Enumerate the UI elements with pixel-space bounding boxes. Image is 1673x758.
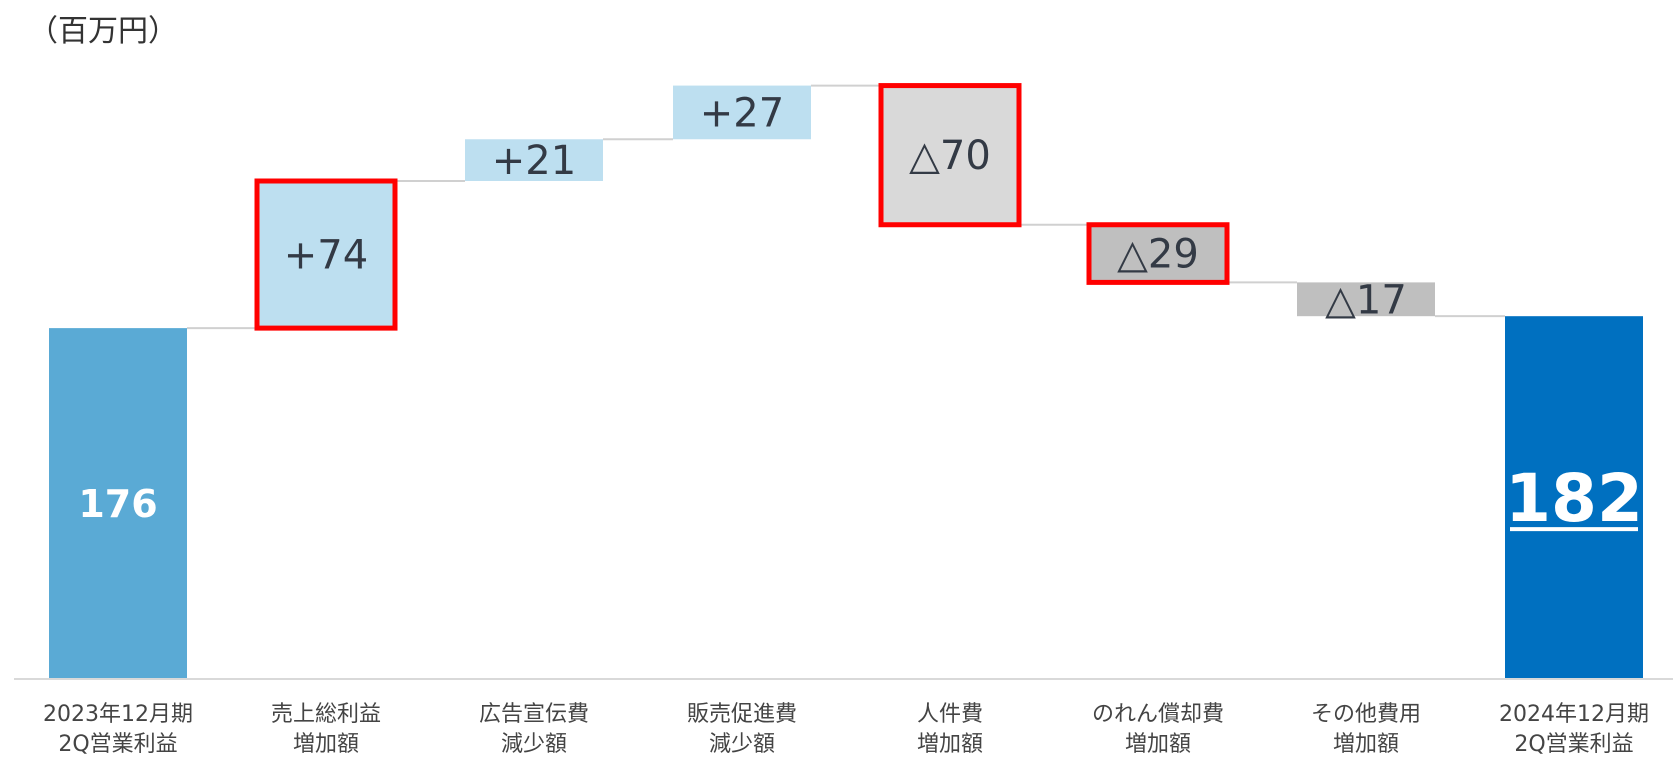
highlight-border [254, 178, 398, 331]
value-label: △70 [909, 133, 991, 179]
unit-label: （百万円） [28, 14, 178, 49]
category-label: 減少額 [501, 732, 567, 757]
category-label: 2024年12月期 [1499, 702, 1649, 727]
highlight-border [1086, 222, 1230, 285]
category-label: その他費用 [1311, 702, 1421, 727]
bar [881, 85, 1019, 225]
connector-lines [187, 84, 1505, 330]
category-label: 増加額 [917, 732, 983, 757]
category-label: 2023年12月期 [43, 702, 193, 727]
value-label: +27 [700, 90, 784, 136]
bar [49, 328, 187, 678]
bar [1505, 316, 1643, 678]
value-label: +21 [492, 138, 576, 184]
category-label: 増加額 [1333, 732, 1399, 757]
category-label: 人件費 [917, 702, 983, 727]
bar [1089, 224, 1227, 283]
value-label: △29 [1117, 232, 1199, 278]
bar [1297, 282, 1435, 317]
category-label: のれん償却費 [1092, 702, 1224, 727]
category-label: 広告宣伝費 [479, 702, 589, 727]
category-label: 2Q営業利益 [1514, 732, 1633, 757]
category-label: 売上総利益 [271, 702, 381, 727]
highlight-border [878, 83, 1022, 228]
value-label: +74 [284, 233, 368, 279]
category-label: 2Q営業利益 [58, 732, 177, 757]
category-label: 増加額 [1125, 732, 1191, 757]
value-label: 176 [78, 482, 157, 526]
value-labels: 176 +74 +21 +27 △70 △29 △17 182 [78, 90, 1643, 537]
category-label: 販売促進費 [687, 702, 797, 727]
bars [49, 83, 1643, 678]
category-label: 増加額 [293, 732, 359, 757]
bar [673, 85, 811, 140]
bar [465, 139, 603, 182]
category-label: 減少額 [709, 732, 775, 757]
bar [257, 181, 395, 329]
value-label: △17 [1325, 277, 1407, 323]
value-label: 182 [1505, 460, 1643, 537]
